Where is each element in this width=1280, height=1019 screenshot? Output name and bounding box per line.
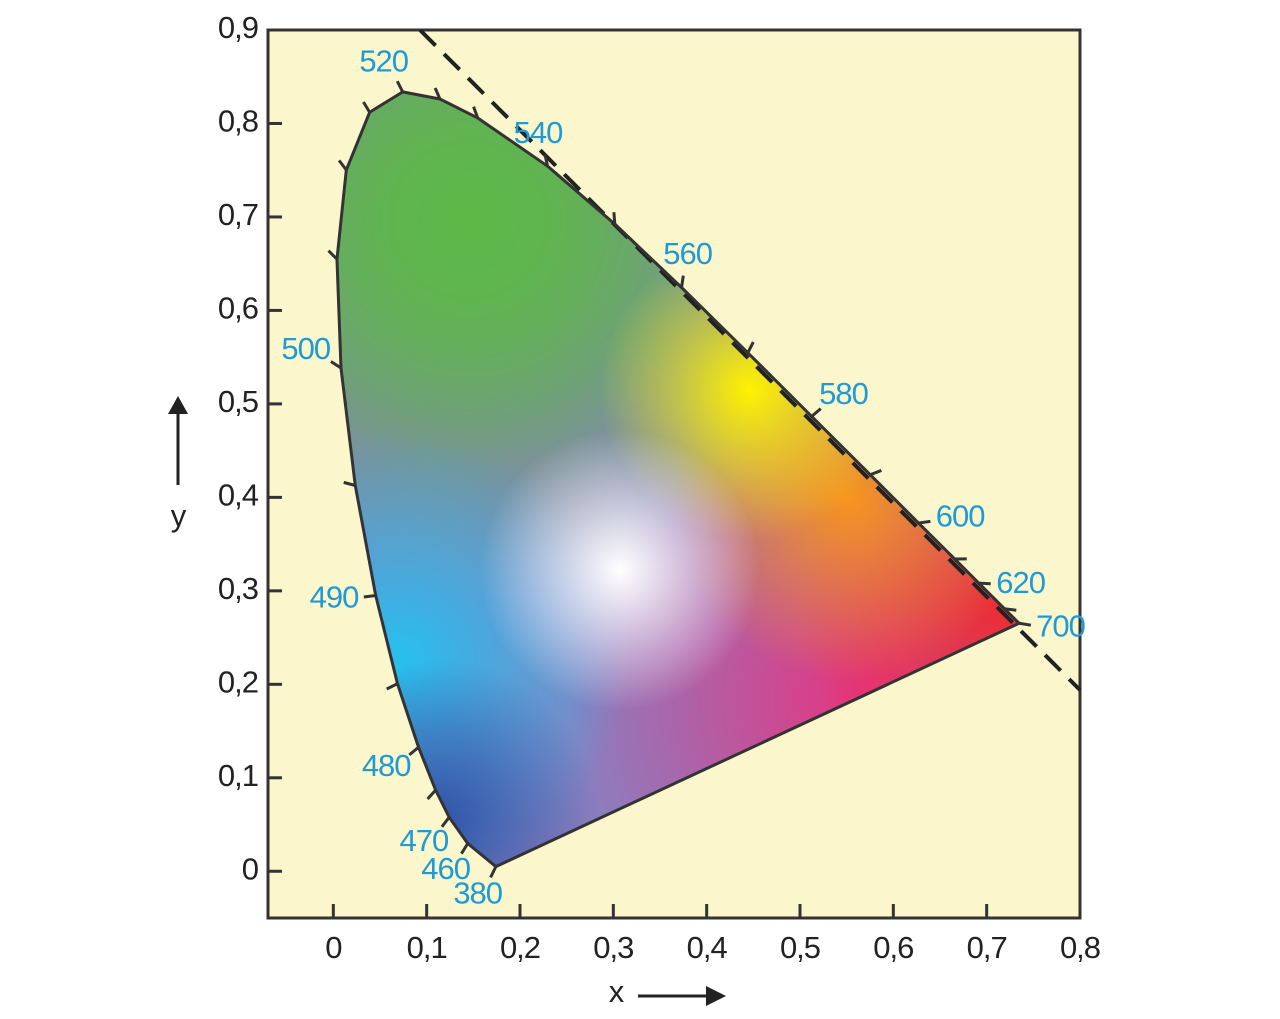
- y-arrow-head: [168, 396, 188, 414]
- y-tick-label: 0,8: [218, 104, 258, 139]
- wavelength-label: 700: [1036, 609, 1085, 644]
- y-axis-label: y: [171, 498, 187, 533]
- x-tick-label: 0,4: [687, 930, 728, 965]
- locus-point: [869, 469, 882, 477]
- locus-point: [426, 789, 437, 801]
- x-tick-label: 0,6: [873, 930, 913, 965]
- wavelength-label: 560: [663, 236, 712, 271]
- wavelength-label: 620: [996, 565, 1045, 600]
- locus-point: [362, 101, 371, 114]
- y-tick-label: 0,5: [218, 384, 258, 419]
- wavelength-label: 580: [819, 376, 868, 411]
- locus-point: [472, 106, 480, 119]
- y-tick-label: 0,6: [218, 291, 258, 326]
- locus-point: [460, 842, 470, 855]
- locus-point: [543, 154, 550, 167]
- y-tick-label: 0,3: [218, 571, 258, 606]
- x-tick-label: 0: [325, 930, 342, 965]
- locus-point: [363, 594, 376, 599]
- wavelength-label: 380: [453, 876, 502, 911]
- spectral-locus: [335, 90, 1021, 869]
- locus-point: [343, 480, 356, 487]
- locus-point: [978, 581, 991, 586]
- locus-point: [612, 212, 617, 225]
- locus-point: [680, 275, 685, 288]
- locus-point: [327, 249, 339, 261]
- wavelength-label: 520: [359, 44, 408, 79]
- wavelength-label: 490: [310, 580, 359, 615]
- locus-point: [440, 816, 451, 828]
- locus-point: [408, 746, 420, 757]
- x-axis-label: x: [609, 974, 625, 1009]
- locus-point: [386, 682, 399, 691]
- reference-line: [418, 28, 1082, 692]
- x-tick-label: 0,5: [780, 930, 820, 965]
- y-tick-label: 0,4: [218, 478, 259, 513]
- wavelength-label: 460: [421, 851, 470, 886]
- wavelength-label: 470: [399, 823, 448, 858]
- locus-point: [1004, 607, 1017, 612]
- locus-point: [395, 80, 405, 93]
- locus-point: [337, 159, 348, 171]
- wavelength-label: 540: [514, 115, 563, 150]
- locus-point: [489, 865, 498, 879]
- locus-point: [433, 87, 442, 100]
- locus-point: [1018, 621, 1032, 627]
- y-tick-label: 0,1: [218, 758, 258, 793]
- y-tick-label: 0: [242, 851, 259, 886]
- locus-point: [746, 341, 755, 354]
- x-tick-label: 0,2: [500, 930, 540, 965]
- x-tick-label: 0,1: [407, 930, 447, 965]
- locus-point: [330, 360, 342, 370]
- wavelength-label: 480: [362, 748, 411, 783]
- locus-point: [918, 519, 931, 525]
- x-arrow-head: [706, 986, 726, 1006]
- wavelength-label: 500: [281, 331, 330, 366]
- wavelength-label: 600: [936, 499, 985, 534]
- y-tick-label: 0,2: [218, 665, 258, 700]
- x-tick-label: 0,3: [593, 930, 633, 965]
- x-tick-label: 0,7: [967, 930, 1007, 965]
- locus-point: [810, 407, 822, 418]
- y-tick-label: 0,7: [218, 197, 258, 232]
- x-tick-label: 0,8: [1060, 930, 1100, 965]
- y-tick-label: 0,9: [218, 10, 258, 45]
